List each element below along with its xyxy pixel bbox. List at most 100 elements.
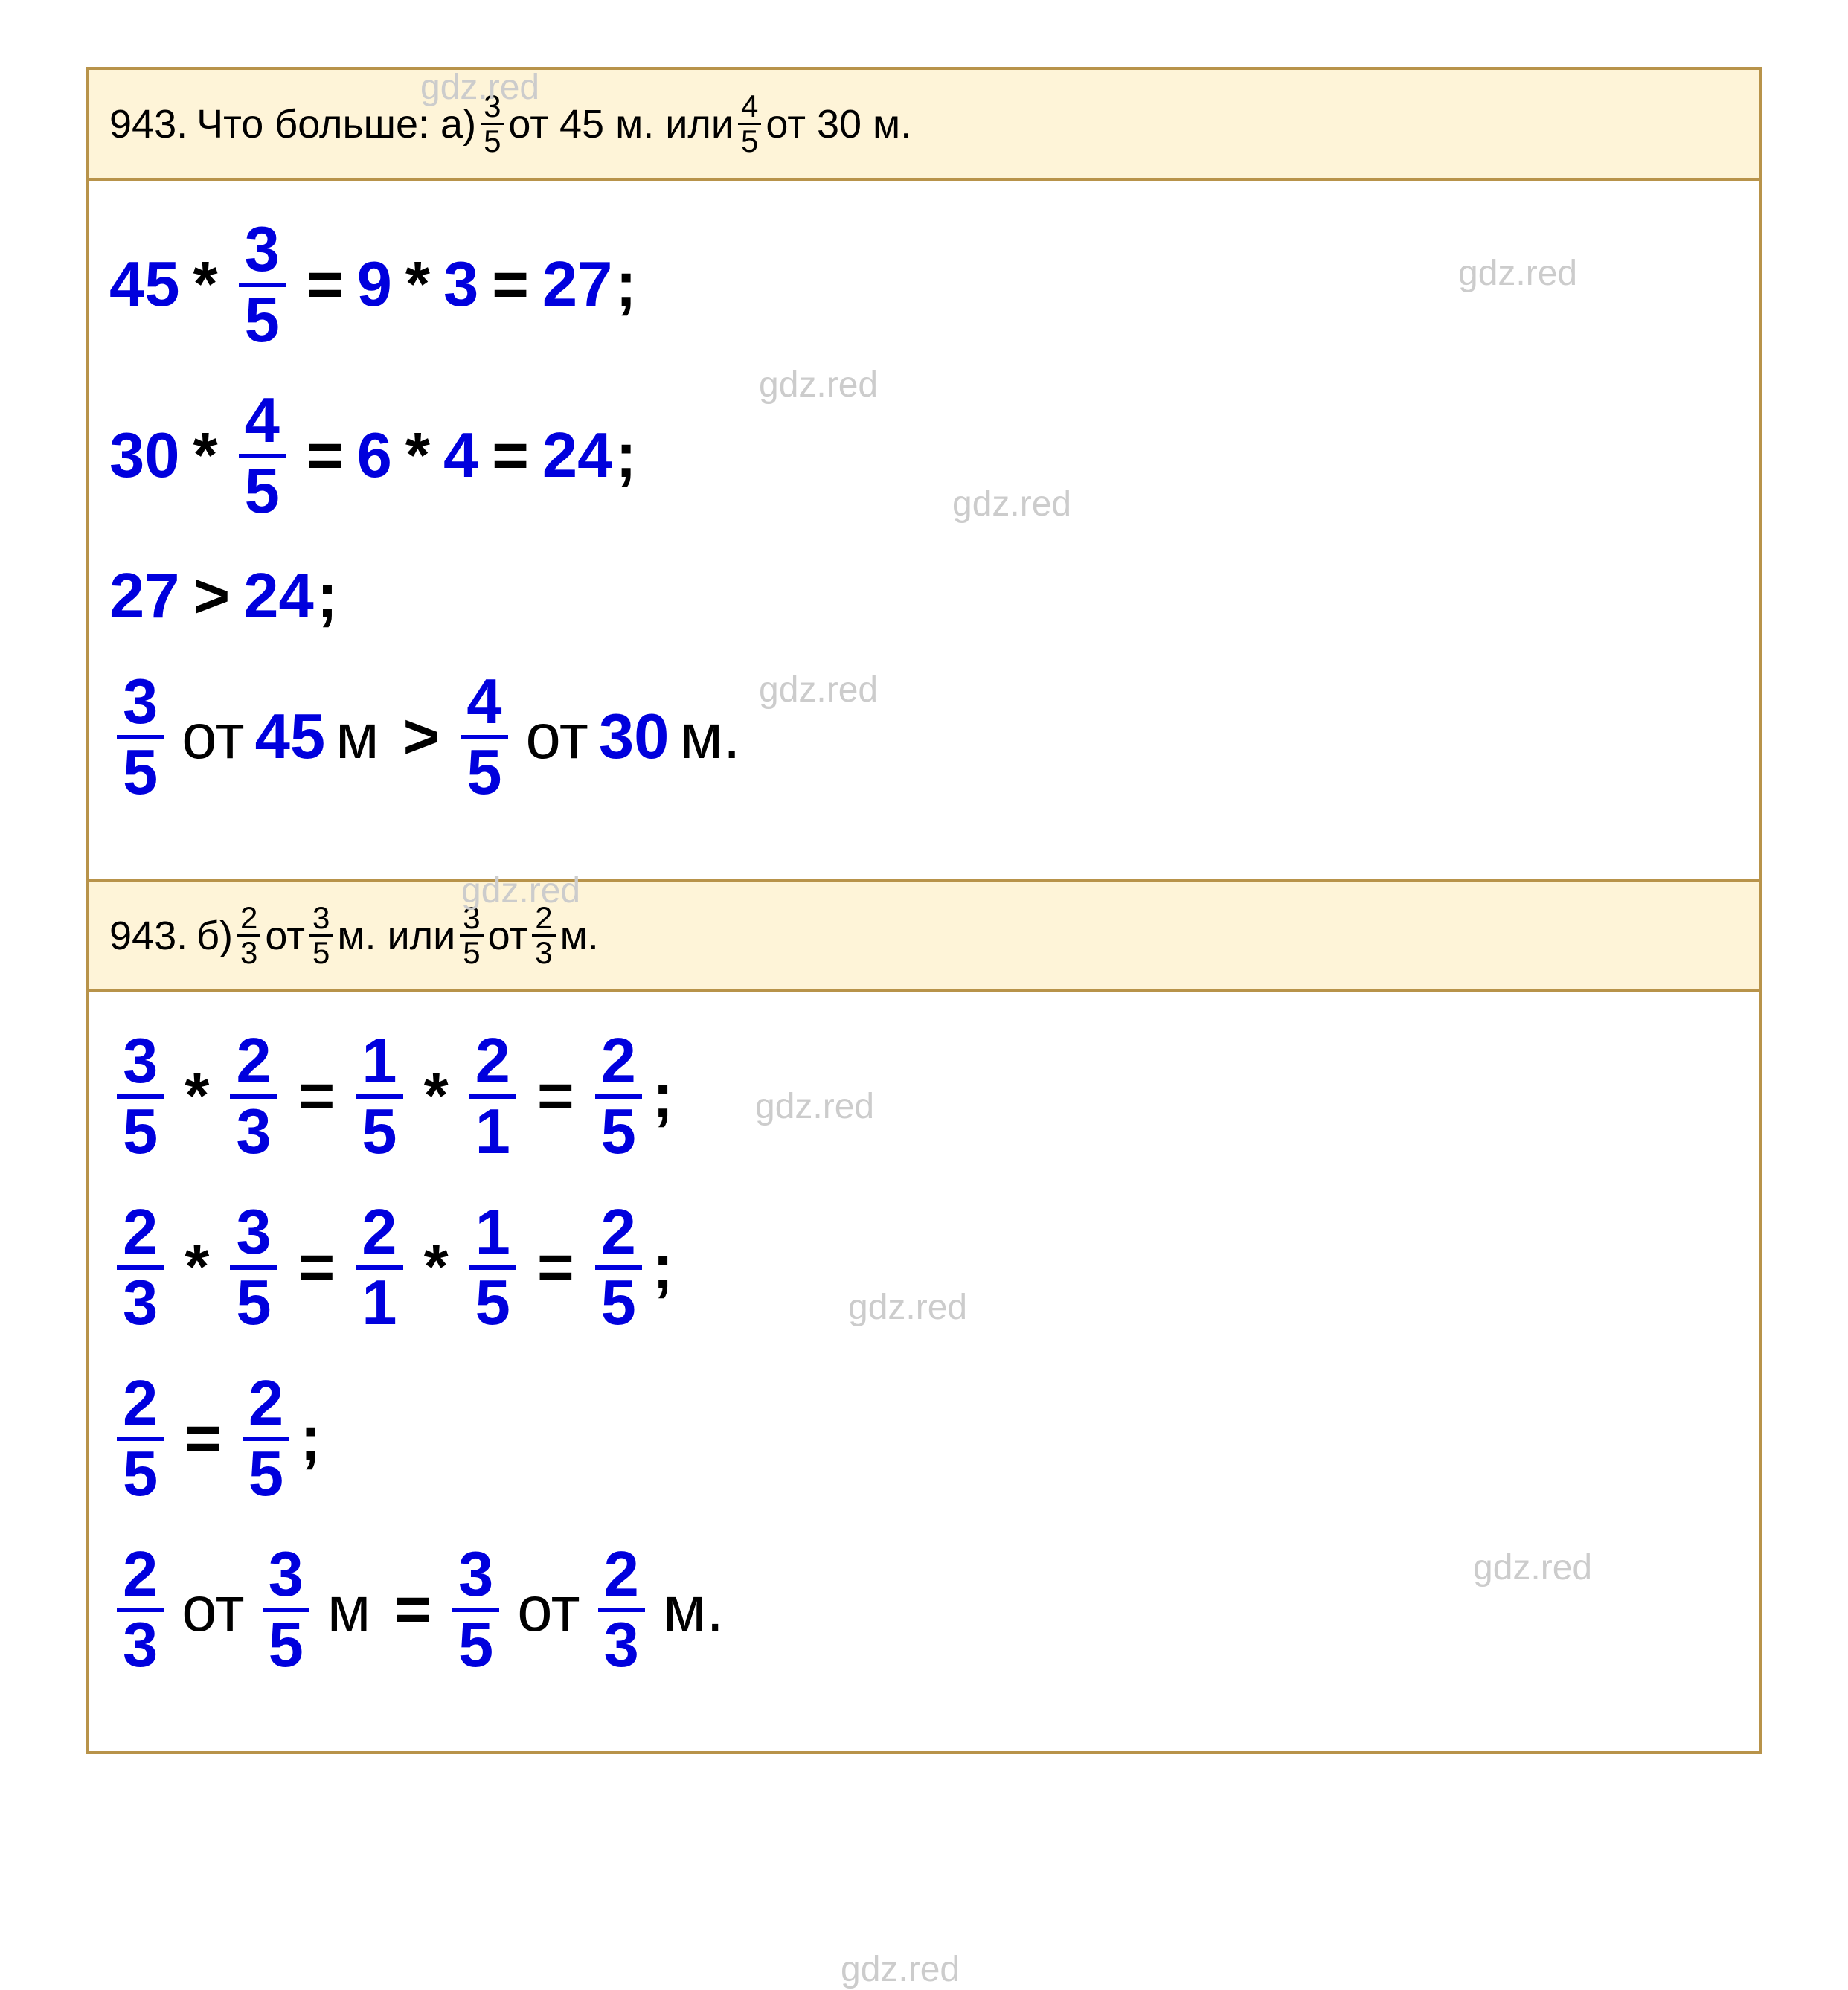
numerator: 4 (239, 389, 286, 458)
question-b: 943. б) 2 3 от 3 5 м. или 3 5 от 2 3 м. (89, 879, 1759, 992)
value: 30 (599, 701, 670, 774)
math-line: 3 5 от 45 м > 4 5 от 30 м. (109, 670, 1739, 804)
fraction: 2 5 (595, 1201, 642, 1335)
numerator: 3 (230, 1201, 277, 1270)
question-number: 943. (109, 913, 187, 959)
denominator: 5 (481, 125, 504, 157)
denominator: 5 (117, 1441, 164, 1506)
numerator: 2 (598, 1543, 645, 1612)
fraction: 3 5 (263, 1543, 309, 1677)
fraction: 2 5 (243, 1372, 289, 1506)
operator: = (307, 248, 344, 321)
fraction: 3 5 (117, 1030, 164, 1163)
numerator: 4 (461, 670, 507, 739)
fraction: 4 5 (738, 91, 761, 157)
numerator: 3 (481, 91, 504, 125)
fraction: 4 5 (239, 389, 286, 523)
fraction: 2 3 (230, 1030, 277, 1163)
denominator: 5 (469, 1270, 516, 1335)
fraction: 3 5 (309, 902, 333, 969)
fraction: 2 3 (117, 1201, 164, 1335)
fraction: 3 5 (117, 670, 164, 804)
question-text: м. или (337, 913, 455, 959)
question-text: от 45 м. или (508, 101, 734, 147)
operator: > (403, 701, 440, 774)
text: м. (679, 701, 740, 774)
numerator: 3 (309, 902, 333, 937)
numerator: 3 (117, 670, 164, 739)
value: 24 (243, 560, 314, 633)
math-line: 2 5 = 2 5 ; (109, 1372, 1739, 1506)
numerator: 2 (237, 902, 260, 937)
numerator: 3 (117, 1030, 164, 1099)
question-text: Что больше: а) (196, 101, 476, 147)
value: 4 (443, 420, 478, 492)
denominator: 5 (356, 1099, 402, 1163)
denominator: 5 (595, 1099, 642, 1163)
punctuation: ; (615, 248, 636, 321)
text: от (526, 701, 588, 774)
value: 27 (109, 560, 180, 633)
numerator: 3 (452, 1543, 499, 1612)
value: 3 (443, 248, 478, 321)
fraction: 2 1 (469, 1030, 516, 1163)
operator: = (185, 1402, 222, 1475)
operator: = (537, 1060, 574, 1133)
operator: * (405, 248, 430, 321)
fraction: 3 5 (230, 1201, 277, 1335)
math-line: 2 3 * 3 5 = 2 1 * 1 5 = 2 5 ; (109, 1201, 1739, 1335)
numerator: 2 (117, 1201, 164, 1270)
numerator: 3 (263, 1543, 309, 1612)
operator: = (537, 1231, 574, 1304)
denominator: 5 (117, 1099, 164, 1163)
text: от (182, 1573, 244, 1646)
question-text: б) (196, 913, 233, 959)
denominator: 5 (461, 739, 507, 804)
value: 27 (542, 248, 613, 321)
question-number: 943. (109, 101, 187, 147)
denominator: 5 (117, 739, 164, 804)
numerator: 3 (239, 218, 286, 287)
answer-b: 3 5 * 2 3 = 1 5 * 2 1 = 2 5 ; (89, 992, 1759, 1751)
denominator: 1 (469, 1099, 516, 1163)
watermark: gdz.red (841, 1949, 960, 1990)
operator: * (185, 1060, 209, 1133)
numerator: 2 (356, 1201, 402, 1270)
numerator: 2 (532, 902, 555, 937)
denominator: 3 (117, 1270, 164, 1335)
operator: > (193, 560, 231, 633)
fraction: 2 5 (595, 1030, 642, 1163)
denominator: 5 (239, 287, 286, 352)
fraction: 3 5 (239, 218, 286, 352)
math-line: 30 * 4 5 = 6 * 4 = 24 ; (109, 389, 1739, 523)
denominator: 1 (356, 1270, 402, 1335)
fraction: 3 5 (481, 91, 504, 157)
numerator: 1 (469, 1201, 516, 1270)
numerator: 2 (117, 1543, 164, 1612)
fraction: 3 5 (460, 902, 483, 969)
operator: * (424, 1060, 449, 1133)
fraction: 2 3 (598, 1543, 645, 1677)
denominator: 5 (239, 458, 286, 523)
punctuation: ; (317, 560, 338, 633)
denominator: 5 (452, 1612, 499, 1677)
math-line: 3 5 * 2 3 = 1 5 * 2 1 = 2 5 ; (109, 1030, 1739, 1163)
value: 45 (109, 248, 180, 321)
operator: * (185, 1231, 209, 1304)
punctuation: ; (652, 1060, 673, 1133)
operator: = (492, 248, 529, 321)
text: от (517, 1573, 580, 1646)
math-line: 45 * 3 5 = 9 * 3 = 27 ; (109, 218, 1739, 352)
numerator: 3 (460, 902, 483, 937)
denominator: 3 (532, 937, 555, 969)
value: 24 (542, 420, 613, 492)
math-line: 2 3 от 3 5 м = 3 5 от 2 3 м. (109, 1543, 1739, 1677)
denominator: 5 (460, 937, 483, 969)
numerator: 2 (230, 1030, 277, 1099)
punctuation: ; (652, 1231, 673, 1304)
answer-a: 45 * 3 5 = 9 * 3 = 27 ; 30 * 4 5 = 6 * 4 (89, 181, 1759, 879)
denominator: 3 (237, 937, 260, 969)
numerator: 1 (356, 1030, 402, 1099)
numerator: 2 (595, 1030, 642, 1099)
fraction: 2 3 (532, 902, 555, 969)
